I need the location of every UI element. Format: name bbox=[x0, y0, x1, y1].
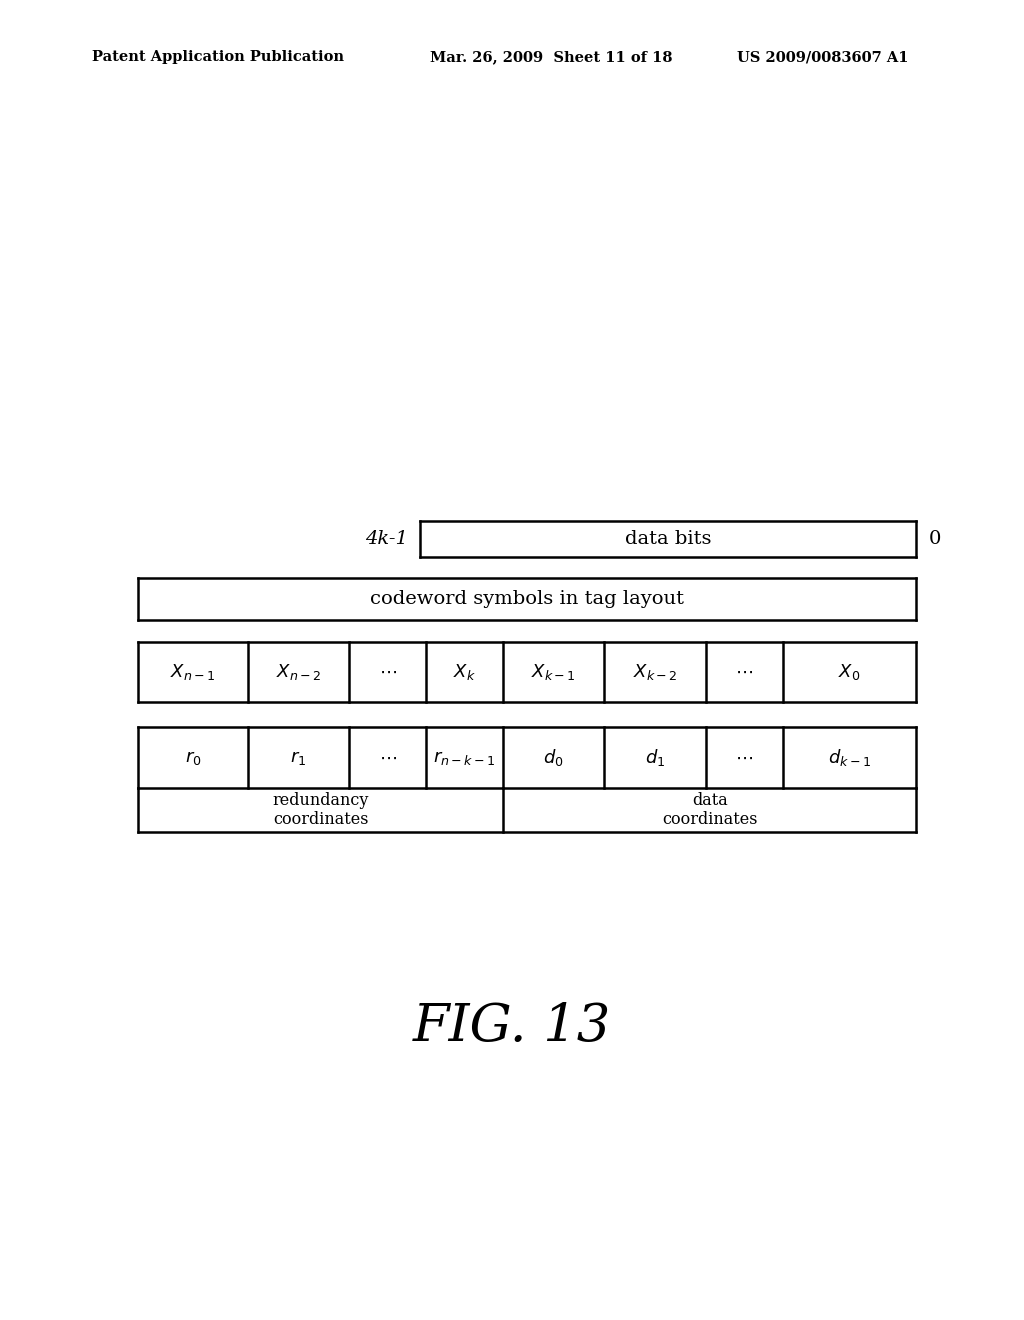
Text: $d_{k-1}$: $d_{k-1}$ bbox=[828, 747, 871, 768]
Text: $X_k$: $X_k$ bbox=[453, 661, 476, 682]
Text: $X_0$: $X_0$ bbox=[839, 661, 861, 682]
Text: $d_0$: $d_0$ bbox=[544, 747, 564, 768]
Text: $X_{n-2}$: $X_{n-2}$ bbox=[275, 661, 321, 682]
Text: $r_{n-k-1}$: $r_{n-k-1}$ bbox=[433, 748, 496, 767]
Text: $r_0$: $r_0$ bbox=[184, 748, 202, 767]
Text: Patent Application Publication: Patent Application Publication bbox=[92, 50, 344, 65]
Text: $\cdots$: $\cdots$ bbox=[735, 748, 754, 767]
Text: data bits: data bits bbox=[625, 531, 712, 548]
Text: data
coordinates: data coordinates bbox=[662, 792, 758, 828]
Text: Mar. 26, 2009  Sheet 11 of 18: Mar. 26, 2009 Sheet 11 of 18 bbox=[430, 50, 673, 65]
Text: 0: 0 bbox=[929, 531, 941, 548]
Text: codeword symbols in tag layout: codeword symbols in tag layout bbox=[371, 590, 684, 609]
Text: redundancy
coordinates: redundancy coordinates bbox=[272, 792, 369, 828]
Text: $d_1$: $d_1$ bbox=[645, 747, 666, 768]
Text: 4k-1: 4k-1 bbox=[365, 531, 408, 548]
Text: FIG. 13: FIG. 13 bbox=[413, 1002, 611, 1052]
Text: $\cdots$: $\cdots$ bbox=[379, 748, 396, 767]
Text: $X_{n-1}$: $X_{n-1}$ bbox=[170, 661, 216, 682]
Text: $X_{k-1}$: $X_{k-1}$ bbox=[531, 661, 577, 682]
Text: $r_1$: $r_1$ bbox=[290, 748, 306, 767]
Text: US 2009/0083607 A1: US 2009/0083607 A1 bbox=[737, 50, 908, 65]
Text: $\cdots$: $\cdots$ bbox=[735, 663, 754, 681]
Text: $\cdots$: $\cdots$ bbox=[379, 663, 396, 681]
Text: $X_{k-2}$: $X_{k-2}$ bbox=[633, 661, 677, 682]
